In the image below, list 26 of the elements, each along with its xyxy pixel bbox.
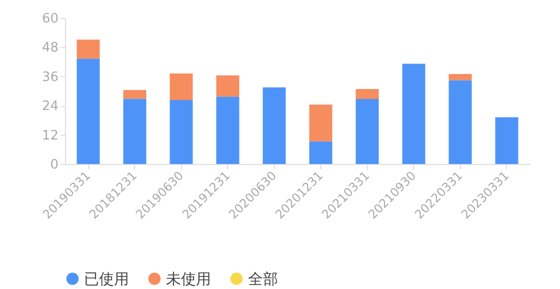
bar	[495, 117, 518, 164]
bar	[216, 75, 240, 97]
y-tick-label: 48	[42, 40, 58, 56]
bar	[123, 98, 146, 164]
y-tick-label: 0	[50, 158, 58, 172]
bar	[76, 58, 100, 164]
bar	[356, 99, 379, 164]
y-tick-label: 24	[42, 99, 58, 114]
bar	[76, 40, 100, 59]
bar	[262, 87, 286, 164]
bar	[356, 89, 379, 100]
bar	[123, 90, 146, 99]
legend-label: 全部	[248, 270, 278, 288]
bar	[402, 64, 426, 164]
bar	[309, 141, 332, 164]
y-tick-label: 12	[42, 128, 58, 144]
y-tick-label: 60	[42, 12, 58, 26]
bar	[448, 74, 472, 80]
legend-label: 已使用	[84, 270, 129, 288]
bar	[170, 100, 193, 164]
bar	[216, 96, 240, 164]
bar	[170, 73, 193, 100]
y-tick-label: 36	[42, 70, 58, 85]
bar	[448, 80, 472, 164]
bar	[309, 104, 332, 142]
legend-label: 未使用	[166, 270, 211, 288]
